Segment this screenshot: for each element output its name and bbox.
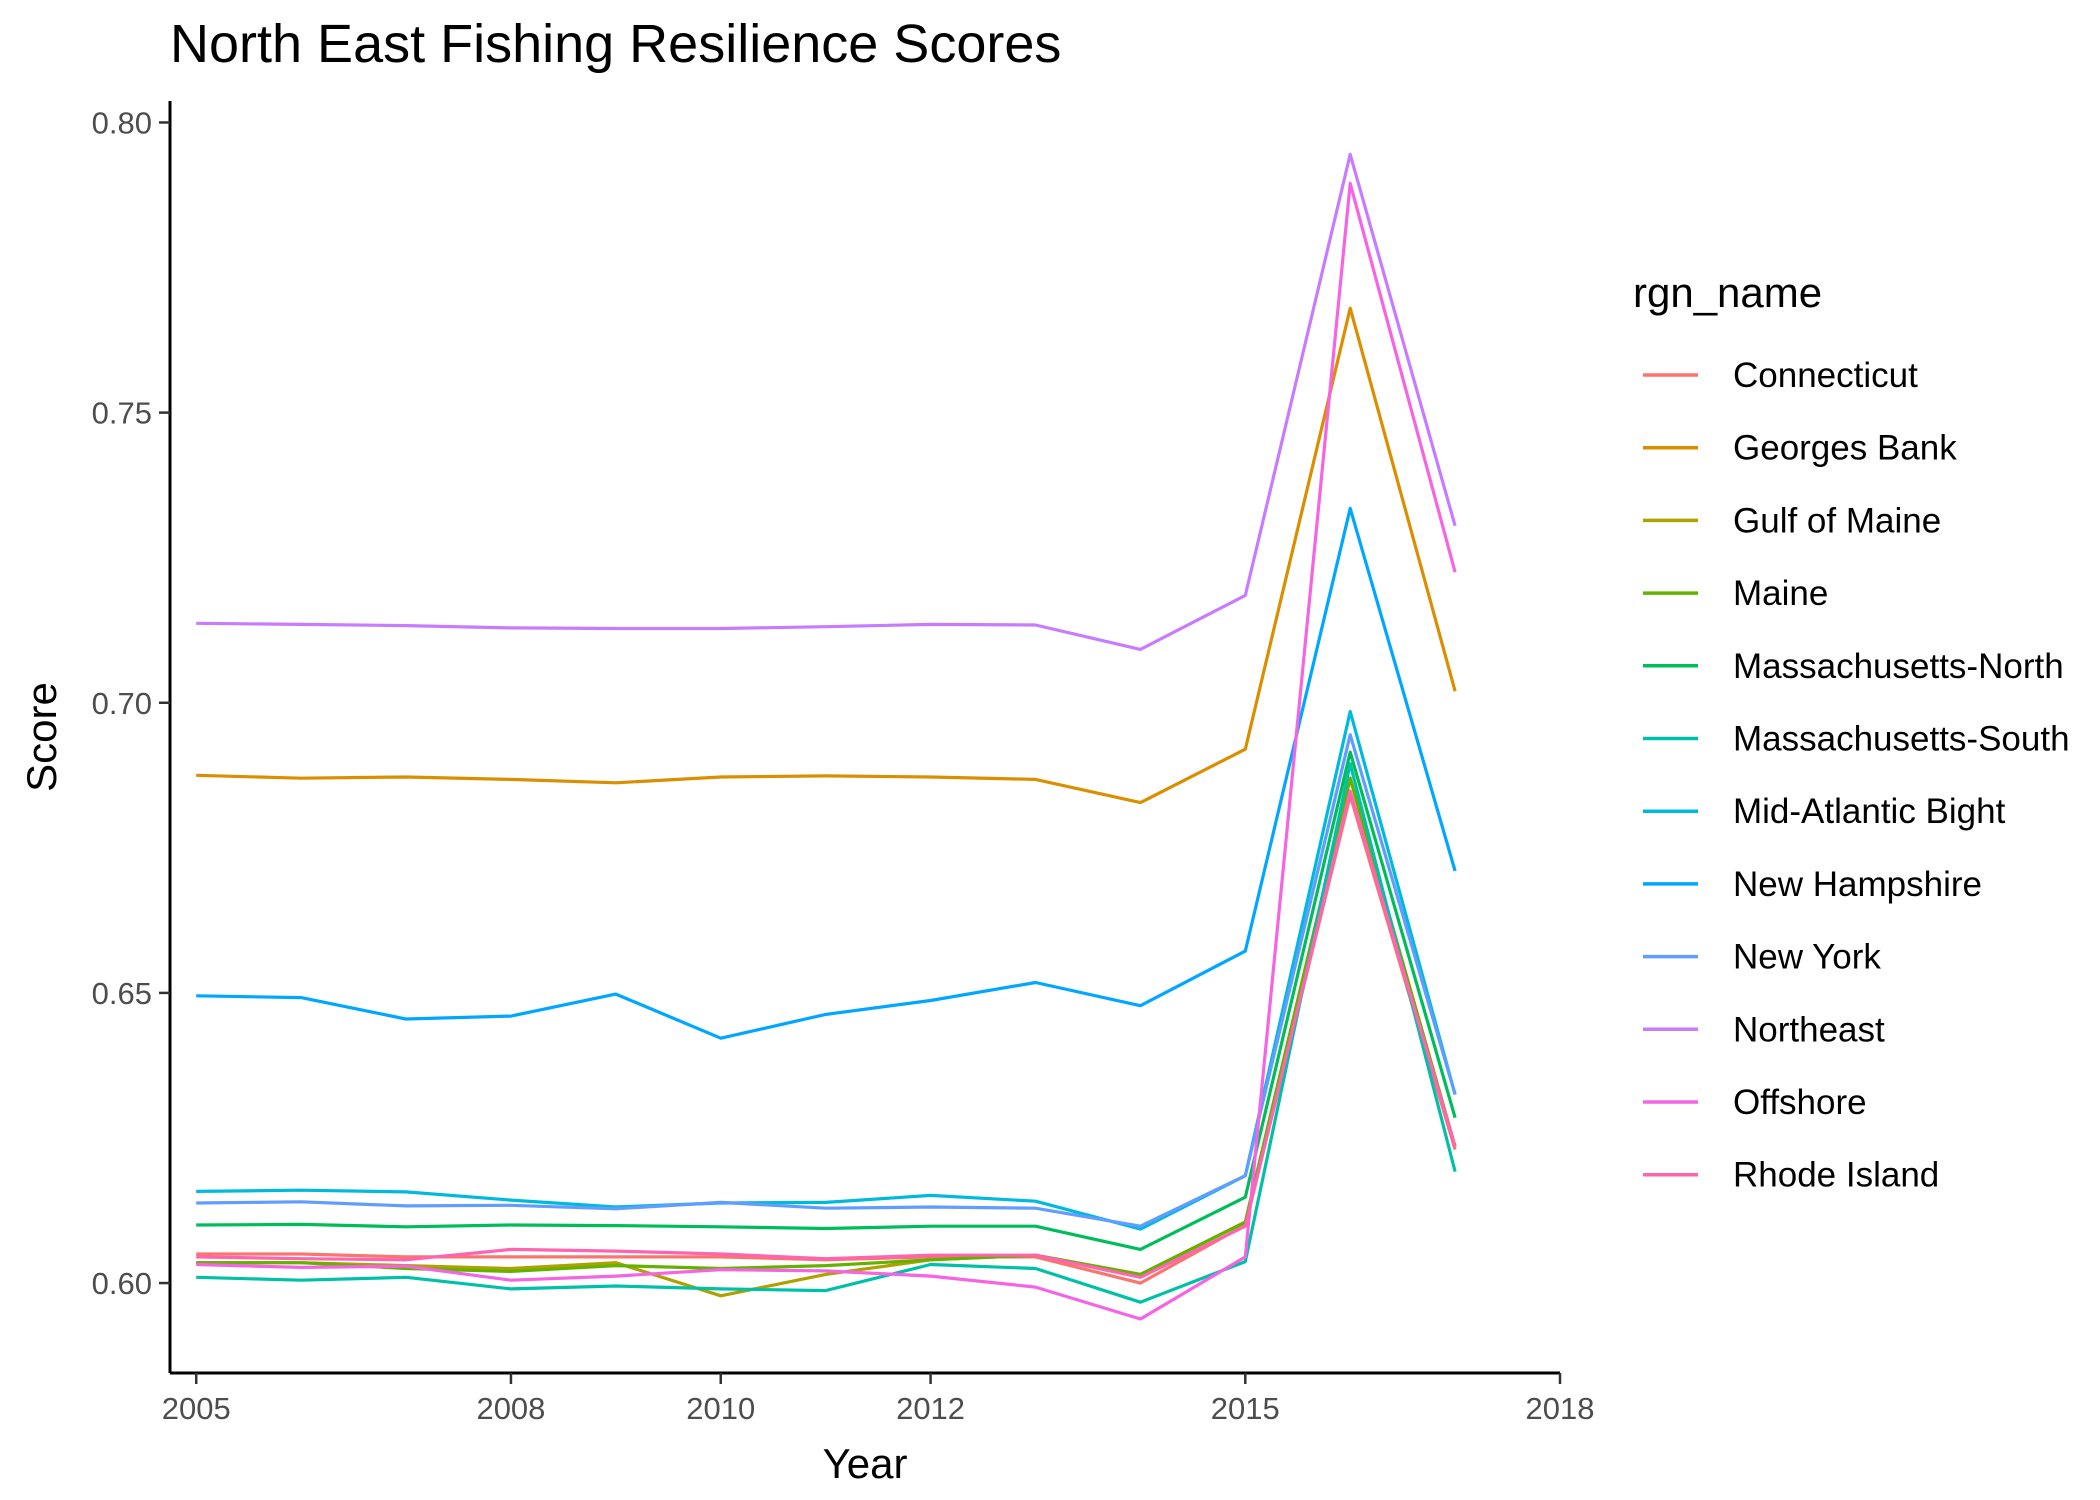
legend-item-mid-atlantic-bight: Mid-Atlantic Bight [1643, 792, 2006, 831]
y-axis-title: Score [18, 682, 65, 792]
x-axis-ticks: 2005 2008 2010 2012 2015 2018 [162, 1373, 1595, 1426]
chart-title: North East Fishing Resilience Scores [170, 14, 1061, 74]
legend-item-gulf-of-maine: Gulf of Maine [1643, 501, 1941, 540]
legend-label: Rhode Island [1733, 1156, 1939, 1195]
legend-item-massachusetts-south: Massachusetts-South [1643, 720, 2070, 759]
legend-label: Maine [1733, 574, 1828, 613]
series-line-georges-bank [196, 306, 1457, 805]
legend-item-northeast: Northeast [1643, 1010, 1885, 1049]
x-tick-label: 2010 [686, 1391, 755, 1426]
series-line-offshore [196, 181, 1457, 1321]
legend-item-connecticut: Connecticut [1643, 356, 1918, 395]
plot-area: 2005 2008 2010 2012 2015 2018 0.60 0.65 0.70 0.7… [92, 101, 1595, 1426]
series-line-northeast [196, 152, 1457, 652]
series-line-rhode-island [196, 789, 1457, 1279]
legend-item-massachusetts-north: Massachusetts-North [1643, 647, 2064, 686]
series-line-new-hampshire [196, 506, 1457, 1040]
x-tick-label: 2018 [1526, 1391, 1595, 1426]
legend: rgn_name Connecticut Georges Bank Gulf of … [1633, 269, 2070, 1195]
legend-item-rhode-island: Rhode Island [1643, 1156, 1939, 1195]
legend-item-offshore: Offshore [1643, 1083, 1867, 1122]
legend-label: Massachusetts-North [1733, 647, 2064, 686]
legend-items: Connecticut Georges Bank Gulf of Maine Main… [1643, 356, 2070, 1195]
x-tick-label: 2005 [162, 1391, 231, 1426]
legend-label: New York [1733, 938, 1881, 977]
legend-label: New Hampshire [1733, 865, 1982, 904]
series-line-mid-atlantic-bight [196, 709, 1457, 1231]
legend-label: Connecticut [1733, 356, 1918, 395]
legend-item-georges-bank: Georges Bank [1643, 429, 1957, 468]
y-tick-label: 0.60 [92, 1266, 152, 1301]
series-line-new-york [196, 733, 1457, 1228]
y-tick-label: 0.70 [92, 686, 152, 721]
x-tick-label: 2008 [476, 1391, 545, 1426]
x-tick-label: 2015 [1211, 1391, 1280, 1426]
y-tick-label: 0.80 [92, 105, 152, 140]
series-lines [196, 152, 1457, 1321]
legend-item-new-york: New York [1643, 938, 1881, 977]
legend-label: Offshore [1733, 1083, 1867, 1122]
legend-label: Georges Bank [1733, 429, 1957, 468]
series-line-massachusetts-north [196, 750, 1457, 1252]
legend-item-new-hampshire: New Hampshire [1643, 865, 1982, 904]
y-axis-ticks: 0.60 0.65 0.70 0.75 0.80 [92, 105, 170, 1301]
series-line-massachusetts-south [196, 762, 1457, 1304]
y-tick-label: 0.65 [92, 976, 152, 1011]
legend-label: Massachusetts-South [1733, 720, 2070, 759]
legend-item-maine: Maine [1643, 574, 1828, 613]
y-tick-label: 0.75 [92, 396, 152, 431]
legend-title: rgn_name [1633, 269, 1822, 316]
x-tick-label: 2012 [896, 1391, 965, 1426]
legend-label: Northeast [1733, 1010, 1885, 1049]
x-axis-title: Year [823, 1440, 908, 1487]
legend-label: Mid-Atlantic Bight [1733, 792, 2006, 831]
legend-label: Gulf of Maine [1733, 501, 1941, 540]
